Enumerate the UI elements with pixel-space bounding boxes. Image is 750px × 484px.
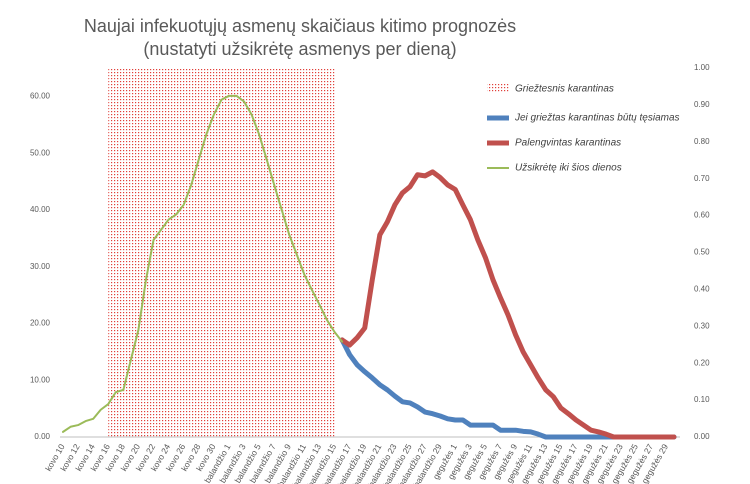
y-tick-label: 20.00 [30, 319, 51, 328]
y-tick-label: 30.00 [30, 262, 51, 271]
y-tick-label: 10.00 [30, 375, 51, 384]
shaded-region [108, 68, 335, 437]
y-tick-label: 50.00 [30, 148, 51, 157]
y2-tick-label: 0.50 [694, 248, 710, 257]
legend-label: Palengvintas karantinas [515, 138, 621, 149]
series-line [339, 169, 677, 440]
y2-tick-label: 0.60 [694, 211, 710, 220]
y2-tick-label: 0.80 [694, 137, 710, 146]
series-line [339, 337, 677, 440]
y2-tick-label: 0.30 [694, 321, 710, 330]
y2-tick-label: 0.00 [694, 432, 710, 441]
legend-label: Užsikrėtę iki šios dienos [515, 163, 622, 174]
y2-tick-label: 1.00 [694, 63, 710, 72]
y-tick-label: 0.00 [34, 432, 50, 441]
legend-label: Griežtesnis karantinas [515, 84, 614, 95]
y-tick-label: 60.00 [30, 91, 51, 100]
chart-title: Naujai infekuotųjų asmenų skaičiaus kiti… [84, 16, 516, 36]
y-tick-label: 40.00 [30, 205, 51, 214]
y2-tick-label: 0.40 [694, 285, 710, 294]
legend-label: Jei griežtas karantinas būtų tęsiamas [514, 113, 680, 124]
y2-tick-label: 0.90 [694, 100, 710, 109]
series-line [62, 94, 344, 433]
y2-tick-label: 0.10 [694, 395, 710, 404]
chart-subtitle: (nustatyti užsikrėtę asmenys per dieną) [143, 39, 456, 59]
legend-swatch [487, 84, 509, 92]
y2-tick-label: 0.70 [694, 174, 710, 183]
y2-tick-label: 0.20 [694, 358, 710, 367]
